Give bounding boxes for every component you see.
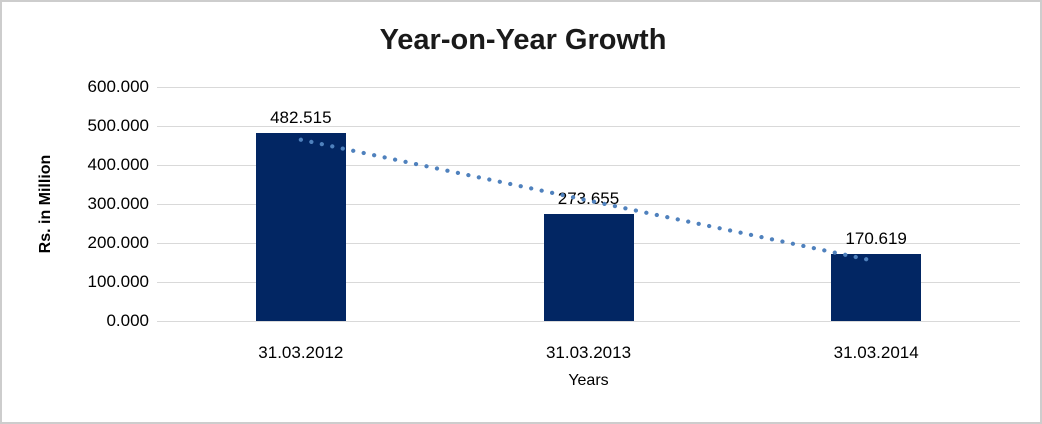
y-axis-tick-label: 300.000 [87,194,149,213]
gridline [157,321,1020,322]
x-axis-tick-label: 31.03.2012 [258,343,344,362]
trendline-dotted [298,137,879,264]
bar-value-label: 170.619 [845,229,907,249]
x-axis-tick-label: 31.03.2013 [545,343,632,362]
y-axis-tick-label: 600.000 [87,77,149,96]
chart-title: Year-on-Year Growth [379,24,667,56]
bar-31.03.2012 [255,132,346,321]
bar-31.03.2014 [831,254,922,321]
y-axis-tick-label: 200.000 [87,233,149,252]
bar-value-label: 482.515 [270,107,332,127]
gridline [157,87,1020,88]
gridline [157,126,1020,127]
x-axis-title: Years [568,372,609,389]
bar-31.03.2013 [543,214,634,321]
y-axis-tick-label: 400.000 [87,155,149,174]
y-axis-tick-label: 500.000 [87,116,149,135]
gridline [157,204,1020,205]
y-axis-tick-label: 0.000 [106,311,149,330]
gridline [157,165,1020,166]
y-axis-tick-label: 100.000 [87,272,149,291]
plot-area: 482.515 273.655 170.619 [157,87,1020,322]
x-axis-tick-label: 31.03.2014 [833,343,919,362]
